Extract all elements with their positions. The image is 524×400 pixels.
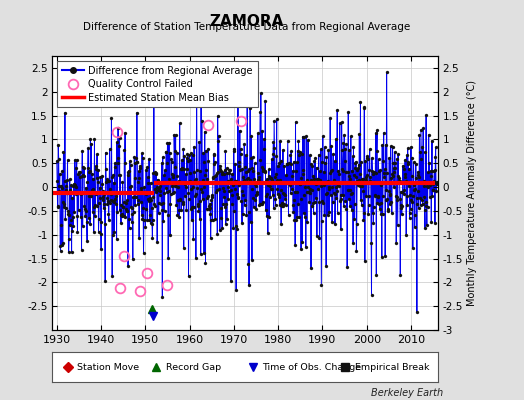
Text: Time of Obs. Change: Time of Obs. Change xyxy=(263,362,362,372)
Text: Station Move: Station Move xyxy=(78,362,139,372)
Text: Berkeley Earth: Berkeley Earth xyxy=(370,388,443,398)
Text: Record Gap: Record Gap xyxy=(166,362,221,372)
Text: Empirical Break: Empirical Break xyxy=(355,362,429,372)
Text: ZAMORA: ZAMORA xyxy=(209,14,283,30)
Text: Difference of Station Temperature Data from Regional Average: Difference of Station Temperature Data f… xyxy=(83,22,410,32)
Y-axis label: Monthly Temperature Anomaly Difference (°C): Monthly Temperature Anomaly Difference (… xyxy=(467,80,477,306)
Legend: Difference from Regional Average, Quality Control Failed, Estimated Station Mean: Difference from Regional Average, Qualit… xyxy=(57,61,258,107)
